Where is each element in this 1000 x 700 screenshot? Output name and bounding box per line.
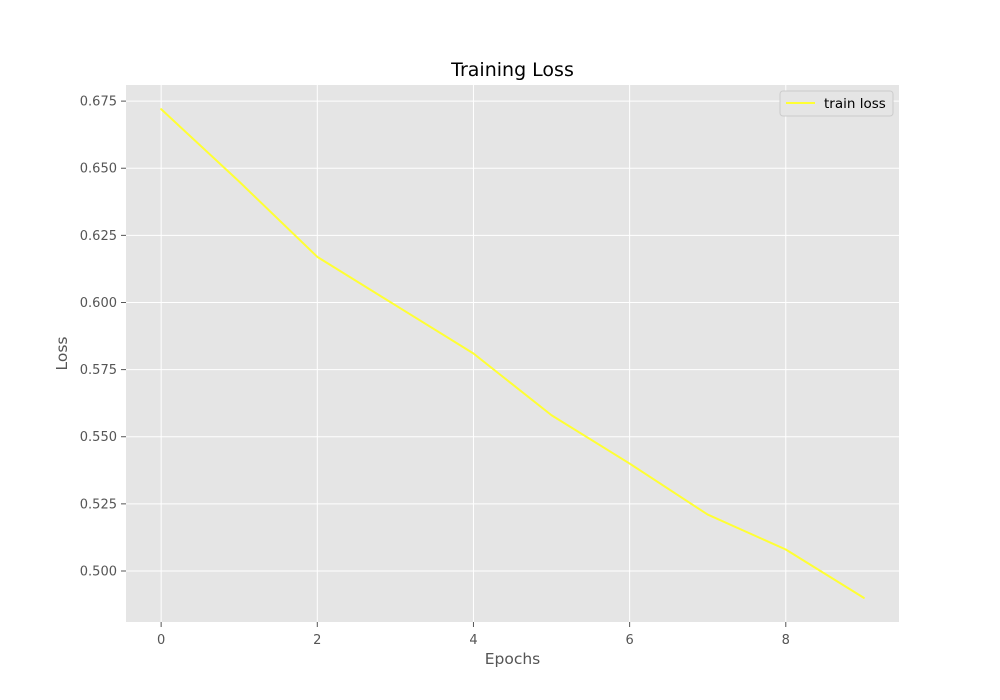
plot-area <box>126 85 899 622</box>
series-layer <box>160 108 865 599</box>
series-line <box>160 108 865 599</box>
y-tick-label: 0.550 <box>80 430 117 445</box>
y-axis-label: Loss <box>53 337 71 371</box>
x-axis-label: Epochs <box>485 650 541 668</box>
chart-title: Training Loss <box>450 59 574 81</box>
y-tick-label: 0.650 <box>80 162 117 177</box>
x-tick-label: 6 <box>625 633 633 648</box>
x-tick-label: 2 <box>313 633 321 648</box>
x-tick-label: 8 <box>782 633 790 648</box>
y-tick-label: 0.500 <box>80 564 117 579</box>
legend-label: train loss <box>824 96 886 112</box>
legend-box <box>779 90 894 117</box>
y-tick-label: 0.575 <box>80 363 117 378</box>
x-tick-label: 0 <box>157 633 165 648</box>
y-tick-label: 0.625 <box>80 229 117 244</box>
axis-ticks: 0 2 4 6 8 0.500 0.525 0.550 0.575 0.600 0.625 0.650… <box>80 95 790 648</box>
y-tick-label: 0.525 <box>80 497 117 512</box>
grid <box>126 85 899 622</box>
x-tick-label: 4 <box>469 633 477 648</box>
y-tick-label: 0.600 <box>80 296 117 311</box>
legend: train loss <box>779 90 894 117</box>
y-tick-label: 0.675 <box>80 95 117 110</box>
